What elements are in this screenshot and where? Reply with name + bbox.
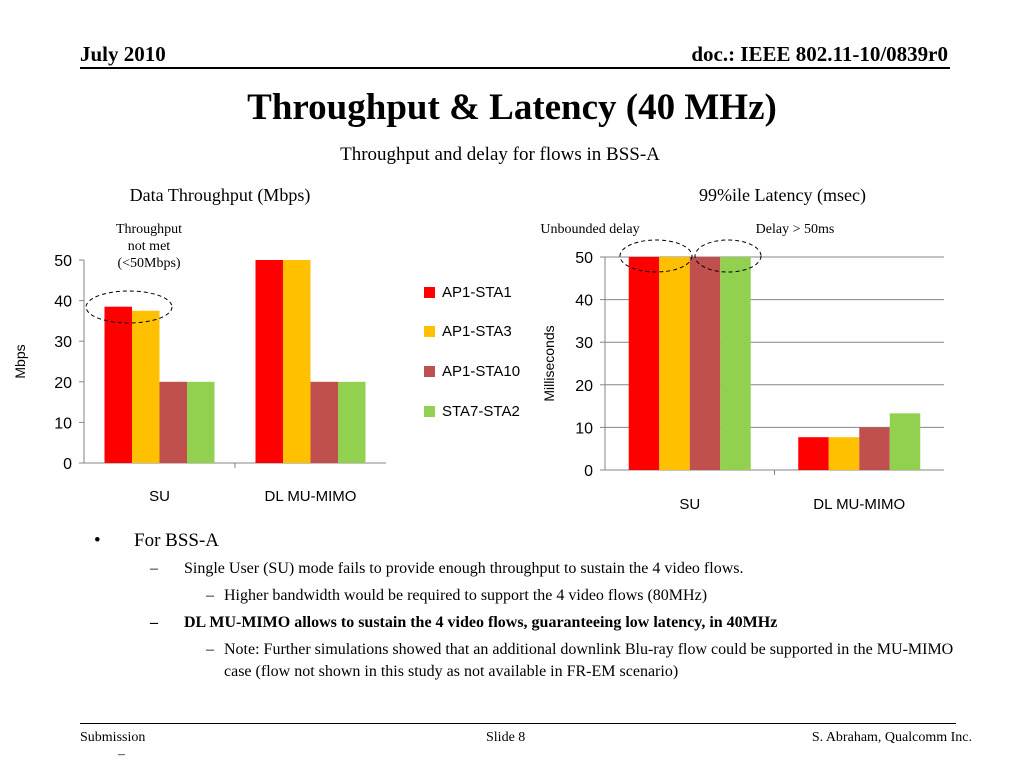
legend-label: AP1-STA3 bbox=[442, 323, 512, 340]
latency-bar bbox=[720, 257, 751, 470]
throughput-annotation-line2: not met bbox=[127, 239, 171, 254]
latency-bar bbox=[798, 437, 829, 470]
unbounded-delay-annotation: Unbounded delay bbox=[540, 222, 640, 237]
throughput-ytick-label: 40 bbox=[54, 294, 72, 311]
throughput-ytick-label: 10 bbox=[54, 415, 72, 432]
throughput-category-label: DL MU-MIMO bbox=[265, 488, 357, 505]
bullet-note-blu-ray: – Note: Further simulations showed that … bbox=[94, 639, 974, 683]
latency-bar bbox=[828, 437, 860, 470]
legend-swatch bbox=[424, 366, 435, 377]
legend-label: AP1-STA10 bbox=[442, 363, 521, 380]
unbounded-delay-ellipse bbox=[619, 239, 693, 273]
throughput-annotation-line3: (<50Mbps) bbox=[117, 256, 181, 271]
legend-item-sta7-sta2: STA7-STA2 bbox=[424, 403, 520, 420]
header-date: July 2010 bbox=[80, 42, 166, 66]
slide-subtitle: Throughput and delay for flows in BSS-A bbox=[340, 144, 660, 165]
legend-item-ap1-sta10: AP1-STA10 bbox=[424, 363, 520, 380]
latency-ytick-label: 10 bbox=[575, 420, 593, 437]
throughput-highlight-ellipse bbox=[85, 290, 173, 324]
latency-category-label: DL MU-MIMO bbox=[813, 496, 905, 513]
latency-bar bbox=[859, 427, 890, 470]
delay-50ms-ellipse bbox=[694, 239, 762, 273]
throughput-annotation: Throughput not met (<50Mbps) bbox=[84, 221, 214, 272]
latency-bar bbox=[659, 257, 690, 470]
throughput-ytick-label: 20 bbox=[54, 375, 72, 392]
footer-dash: – bbox=[118, 747, 125, 762]
latency-category-label: SU bbox=[679, 496, 700, 513]
latency-ytick-label: 0 bbox=[584, 463, 593, 480]
latency-ytick-label: 50 bbox=[575, 250, 593, 267]
footer-slide-number: Slide 8 bbox=[486, 730, 526, 745]
bullet-marker: – bbox=[150, 560, 158, 577]
bullet-for-bss-a: • For BSS-A bbox=[94, 530, 974, 552]
throughput-ytick-label: 50 bbox=[54, 253, 72, 270]
footer-rule bbox=[80, 723, 956, 724]
throughput-category-label: SU bbox=[149, 488, 170, 505]
throughput-ytick-label: 0 bbox=[63, 456, 72, 473]
throughput-chart: 0 10 20 30 40 50 SU DL MU-MIMO Mbps bbox=[12, 253, 386, 505]
bullet-text: For BSS-A bbox=[134, 530, 219, 551]
throughput-bar bbox=[310, 381, 338, 463]
latency-y-axis-title: Milliseconds bbox=[541, 325, 557, 401]
legend-swatch bbox=[424, 326, 435, 337]
legend-label: STA7-STA2 bbox=[442, 403, 520, 420]
throughput-bar bbox=[283, 260, 311, 463]
legend-label: AP1-STA1 bbox=[442, 284, 512, 301]
bullet-text: Single User (SU) mode fails to provide e… bbox=[184, 560, 744, 577]
bullet-text: Note: Further simulations showed that an… bbox=[224, 641, 954, 680]
latency-ytick-label: 40 bbox=[575, 293, 593, 310]
footer-submission: Submission bbox=[80, 730, 146, 745]
latency-chart-title: 99%ile Latency (msec) bbox=[699, 185, 866, 205]
throughput-bar bbox=[338, 381, 366, 463]
bullet-higher-bandwidth: – Higher bandwidth would be required to … bbox=[94, 585, 974, 607]
throughput-annotation-line1: Throughput bbox=[115, 222, 183, 237]
latency-bar bbox=[628, 257, 660, 470]
bullet-mu-mimo-sustains: – DL MU-MIMO allows to sustain the 4 vid… bbox=[94, 614, 974, 632]
legend-swatch bbox=[424, 287, 435, 298]
footer-author: S. Abraham, Qualcomm Inc. bbox=[811, 730, 972, 745]
throughput-ytick-label: 30 bbox=[54, 334, 72, 351]
latency-chart-plot: 0 10 20 30 40 50 SU DL MU-MIMO Milliseconds bbox=[541, 250, 944, 513]
bullet-marker: – bbox=[206, 641, 214, 658]
header-doc-id: doc.: IEEE 802.11-10/0839r0 bbox=[691, 42, 948, 66]
delay-50ms-annotation: Delay > 50ms bbox=[755, 222, 835, 237]
legend-item-ap1-sta1: AP1-STA1 bbox=[424, 284, 512, 301]
throughput-y-axis-title: Mbps bbox=[12, 344, 28, 378]
bullet-su-fails: – Single User (SU) mode fails to provide… bbox=[94, 560, 974, 578]
legend-item-ap1-sta3: AP1-STA3 bbox=[424, 323, 512, 340]
latency-chart: 0 10 20 30 40 50 SU DL MU-MIMO Milliseconds bbox=[541, 239, 944, 513]
latency-ytick-label: 20 bbox=[575, 378, 593, 395]
throughput-bar bbox=[187, 381, 215, 463]
bullet-marker: • bbox=[94, 530, 101, 551]
header-rule bbox=[80, 67, 950, 69]
slide-title: Throughput & Latency (40 MHz) bbox=[247, 87, 777, 128]
bullet-list: • For BSS-A – Single User (SU) mode fail… bbox=[94, 530, 974, 690]
latency-bar bbox=[689, 257, 721, 470]
throughput-chart-title: Data Throughput (Mbps) bbox=[129, 185, 311, 205]
throughput-bar bbox=[104, 306, 132, 463]
throughput-bar bbox=[132, 310, 160, 463]
bullet-marker: – bbox=[150, 614, 158, 631]
latency-ytick-label: 30 bbox=[575, 335, 593, 352]
bullet-marker: – bbox=[206, 587, 214, 604]
bullet-text: Higher bandwidth would be required to su… bbox=[224, 587, 708, 604]
throughput-chart-plot: 0 10 20 30 40 50 SU DL MU-MIMO Mbps bbox=[12, 253, 386, 505]
latency-bar bbox=[889, 413, 921, 470]
legend-swatch bbox=[424, 406, 435, 417]
throughput-bar bbox=[159, 381, 187, 463]
bullet-text: DL MU-MIMO allows to sustain the 4 video… bbox=[184, 614, 778, 631]
throughput-bar bbox=[255, 260, 283, 463]
